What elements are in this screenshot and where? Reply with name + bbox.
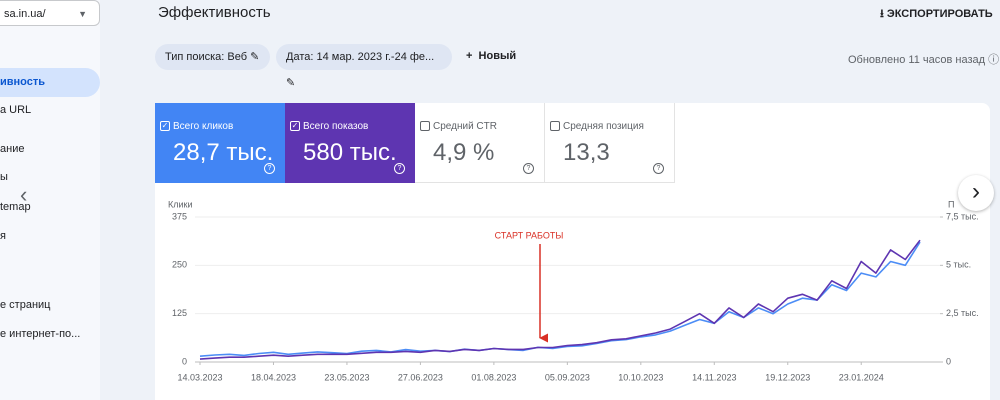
help-icon: ? — [523, 163, 534, 174]
nav-item[interactable]: ание — [0, 143, 25, 155]
export-button[interactable]: ⭳ ЭКСПОРТИРОВАТЬ — [880, 8, 993, 20]
new-filter[interactable]: + Новый — [466, 50, 517, 62]
active-highlight — [0, 68, 100, 97]
nav-item[interactable]: ы — [0, 171, 8, 183]
prev-arrow[interactable]: ‹ — [20, 182, 28, 207]
updated-info: Обновлено 11 часов назад ⓘ — [848, 54, 1000, 66]
help-icon: ? — [394, 163, 405, 174]
nav-item[interactable]: я — [0, 230, 6, 242]
metric-tile[interactable]: ✓ Всего кликов 28,7 тыс.? — [155, 103, 285, 183]
search-type-chip[interactable]: Тип поиска: Веб ✎ — [155, 44, 270, 70]
nav-item[interactable]: е интернет-по... — [0, 328, 81, 340]
metric-label: Средняя позиция — [563, 121, 644, 132]
nav-item[interactable]: temap — [0, 201, 31, 213]
nav-item[interactable]: а URL — [0, 104, 32, 116]
chip-label: Дата: 14 мар. 2023 г.-24 фе... — [286, 51, 435, 63]
sidebar: sa.in.ua/▼ ивность а URL ание ы temap я е стра… — [0, 0, 100, 400]
next-arrow[interactable]: › — [958, 175, 994, 211]
performance-card: ✓ Всего кликов 28,7 тыс.? ✓ Всего показов 580… — [155, 103, 990, 400]
export-label: ЭКСПОРТИРОВАТЬ — [886, 8, 993, 20]
metric-label: Всего кликов — [173, 121, 234, 132]
date-chip[interactable]: Дата: 14 мар. 2023 г.-24 фе... ✎ — [276, 44, 452, 89]
chip-label: Тип поиска: Веб — [165, 51, 248, 63]
checkbox — [420, 121, 430, 131]
metric-value: 28,7 тыс. — [173, 139, 274, 166]
updated-label: Обновлено 11 часов назад — [848, 54, 986, 66]
metric-label: Средний CTR — [433, 121, 497, 132]
help-icon: ? — [264, 163, 275, 174]
metric-tile[interactable]: Средняя позиция 13,3? — [545, 103, 675, 183]
nav-item[interactable]: е страниц — [0, 299, 51, 311]
metric-value: 13,3 — [563, 139, 610, 166]
help-icon: ? — [653, 163, 664, 174]
property-selector[interactable]: sa.in.ua/▼ — [0, 0, 100, 26]
metric-tile[interactable]: ✓ Всего показов 580 тыс.? — [285, 103, 415, 183]
metric-value: 4,9 % — [433, 139, 495, 166]
page-title: Эффективность — [158, 4, 271, 21]
metric-label: Всего показов — [303, 121, 369, 132]
new-label: Новый — [478, 50, 517, 62]
metric-value: 580 тыс. — [303, 139, 397, 166]
checkbox: ✓ — [290, 121, 300, 131]
metric-tile[interactable]: Средний CTR 4,9 %? — [415, 103, 545, 183]
property-name: sa.in.ua/ — [4, 8, 46, 20]
checkbox: ✓ — [160, 121, 170, 131]
nav-item[interactable]: ивность — [0, 76, 46, 88]
checkbox — [550, 121, 560, 131]
